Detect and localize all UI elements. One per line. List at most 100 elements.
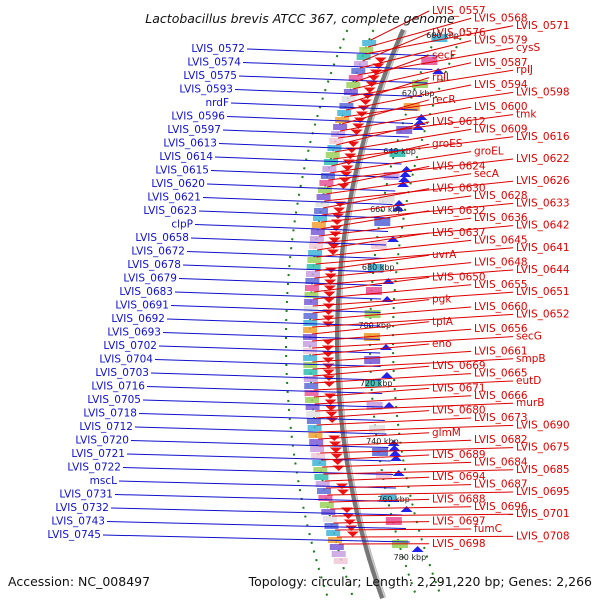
reverse-gene-arrow	[415, 114, 428, 120]
right-gene-label: recR	[432, 94, 456, 106]
right-gene-label: secG	[516, 331, 542, 343]
leader-line	[178, 278, 382, 286]
gene-block	[304, 285, 319, 291]
leader-line	[336, 121, 430, 146]
right-gene-label: LVIS_0665	[474, 368, 528, 380]
leader-line	[311, 328, 472, 342]
left-gene-label: LVIS_0732	[55, 502, 109, 514]
left-gene-label: LVIS_0683	[119, 286, 173, 298]
leader-line	[210, 170, 399, 178]
right-gene-label: LVIS_0648	[474, 257, 528, 269]
right-gene-label: glmM	[432, 427, 461, 439]
leader-line	[357, 47, 514, 76]
gene-block	[307, 257, 322, 263]
leader-line	[315, 410, 430, 419]
leader-line	[114, 494, 400, 502]
gene-block	[316, 194, 331, 200]
left-gene-label: LVIS_0720	[75, 435, 129, 447]
right-gene-label: LVIS_0628	[474, 190, 528, 202]
right-gene-label: LVIS_0669	[432, 360, 486, 372]
left-gene-label: LVIS_0703	[95, 367, 149, 379]
gene-block	[308, 432, 323, 438]
gene-block	[306, 271, 320, 277]
leader-line	[325, 173, 472, 195]
leader-line	[314, 395, 472, 405]
gene-block	[315, 201, 330, 207]
right-gene-label: LVIS_0680	[432, 405, 486, 417]
right-gene-label: uvrA	[432, 249, 457, 261]
forward-gene-arrow	[328, 237, 341, 243]
reverse-gene-arrow	[387, 236, 400, 242]
right-gene-label: cysS	[516, 42, 540, 54]
forward-gene-arrow	[322, 357, 335, 363]
leader-line	[234, 89, 423, 97]
reverse-gene-arrow	[383, 402, 396, 408]
right-gene-label: LVIS_0587	[474, 57, 528, 69]
leader-line	[319, 210, 430, 230]
leader-line-layer	[102, 10, 514, 545]
gene-block	[325, 152, 340, 158]
right-gene-label: groES	[432, 138, 463, 150]
left-gene-label: LVIS_0692	[111, 313, 165, 325]
backbone-highlight	[339, 29, 407, 599]
right-gene-label: LVIS_0626	[516, 175, 570, 187]
right-gene-label: LVIS_0636	[474, 212, 528, 224]
gene-block	[333, 558, 348, 564]
left-gene-label: LVIS_0593	[179, 84, 233, 96]
backbone-arc	[335, 28, 407, 599]
leader-line	[311, 336, 514, 349]
gene-block	[369, 425, 385, 433]
gene-block	[313, 215, 327, 221]
right-gene-label: LVIS_0698	[432, 538, 486, 550]
leader-line	[316, 239, 472, 258]
left-gene-label: clpP	[171, 219, 193, 231]
gene-block	[348, 75, 363, 81]
leader-line	[343, 91, 514, 118]
leader-line	[218, 143, 406, 151]
left-gene-label: LVIS_0614	[159, 151, 213, 163]
forward-gene-arrow	[344, 153, 357, 159]
right-gene-label: LVIS_0695	[516, 486, 570, 498]
gene-block	[378, 195, 395, 203]
right-gene-label: LVIS_0689	[432, 449, 486, 461]
right-gene-label: LVIS_0630	[432, 183, 486, 195]
forward-gene-arrow	[340, 171, 353, 177]
gene-block	[317, 488, 331, 494]
leader-line	[110, 507, 403, 516]
reverse-gene-arrow	[389, 455, 402, 461]
leader-line	[150, 372, 382, 381]
gene-block	[303, 313, 318, 319]
leader-line	[313, 387, 430, 398]
gene-block	[303, 306, 318, 312]
leader-line	[313, 276, 430, 293]
gene-block	[320, 173, 335, 179]
right-gene-label: LVIS_0671	[432, 382, 486, 394]
right-gene-label: LVIS_0557	[432, 5, 486, 17]
right-gene-label: LVIS_0568	[474, 12, 528, 24]
leader-line	[318, 432, 430, 440]
gene-block	[306, 418, 321, 424]
reverse-gene-arrow	[411, 546, 424, 552]
gene-block	[319, 502, 334, 508]
right-gene-label: LVIS_0579	[474, 35, 528, 47]
leader-line	[359, 40, 472, 69]
forward-gene-arrow	[350, 129, 363, 135]
tick-label: 620 kbp	[402, 89, 435, 98]
right-gene-label: LVIS_0675	[516, 442, 570, 454]
reverse-gene-arrow	[432, 68, 445, 74]
leader-line	[312, 313, 514, 328]
right-gene-label: LVIS_0696	[474, 501, 528, 513]
leader-line	[338, 114, 514, 139]
leader-line	[330, 506, 472, 510]
leader-line	[214, 156, 402, 165]
reverse-gene-arrow	[392, 470, 405, 476]
right-gene-label: LVIS_0576	[432, 27, 486, 39]
gene-block	[312, 460, 327, 466]
leader-line	[312, 299, 430, 314]
leader-line	[325, 484, 472, 489]
leader-line	[333, 521, 430, 524]
gene-block	[335, 117, 350, 123]
right-gene-label: LVIS_0708	[516, 530, 570, 542]
gene-block	[304, 383, 319, 389]
right-gene-label: LVIS_0666	[474, 390, 528, 402]
